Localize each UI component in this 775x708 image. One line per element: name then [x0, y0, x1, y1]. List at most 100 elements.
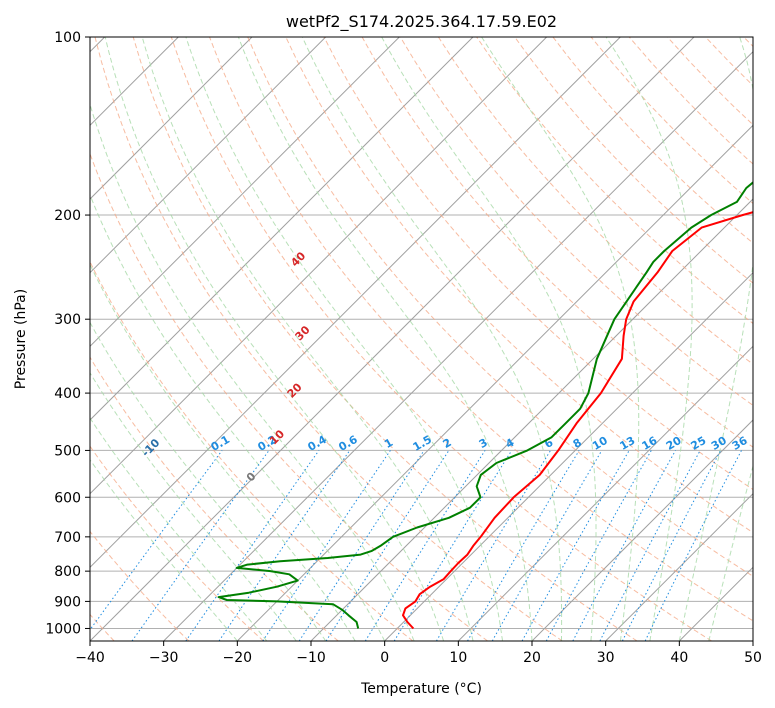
dry-adiabat-label: 30: [293, 323, 313, 343]
moist-adiabat: [90, 193, 386, 641]
dry-adiabat: [667, 37, 753, 126]
x-axis-label: Temperature (°C): [360, 681, 482, 697]
x-axis: −40 −30 −20 −10 0 10 20 30 40 50: [75, 641, 762, 666]
isotherm-line: [457, 345, 753, 641]
x-tick-label: −10: [296, 650, 326, 666]
mixing-ratio-line: [393, 450, 513, 641]
moist-adiabat: [90, 263, 356, 641]
isobar-grid: [90, 37, 753, 629]
dry-adiabat-label: -30: [0, 379, 8, 402]
dry-adiabat: [743, 37, 753, 48]
moist-adiabat: [678, 37, 753, 641]
moist-adiabat: [708, 464, 753, 641]
dry-adiabat-label: 0: [244, 469, 259, 484]
dry-adiabat-label: -10: [139, 436, 162, 459]
mixing-ratio-line: [218, 450, 351, 641]
mixing-ratio-line: [262, 450, 391, 641]
mixing-ratio-line: [131, 450, 270, 641]
profiles: [217, 181, 753, 630]
mixing-ratio-line: [325, 450, 450, 641]
x-tick-label: −40: [75, 650, 105, 666]
mixing-ratio-line: [467, 450, 580, 641]
isotherm-line: [90, 37, 548, 495]
moist-adiabat: [90, 371, 297, 641]
dry-adiabat: [399, 37, 753, 407]
isotherm-line: [678, 566, 753, 641]
isotherm-line: [531, 419, 753, 641]
isotherm-line: [752, 640, 753, 641]
dry-adiabat: [90, 152, 488, 641]
x-tick-label: 10: [449, 650, 467, 666]
dry-adiabat: [361, 37, 753, 448]
moist-adiabat: [90, 458, 238, 641]
y-tick-label: 900: [54, 594, 81, 610]
dry-adiabat: [705, 37, 753, 87]
mixing-ratio-line: [644, 450, 742, 641]
moist-adiabat: [90, 417, 268, 641]
dry-adiabat: [90, 445, 264, 641]
x-tick-label: 30: [597, 650, 615, 666]
x-tick-label: 50: [744, 650, 762, 666]
dry-adiabat: [247, 37, 753, 577]
moist-adiabat: [141, 37, 474, 641]
dry-adiabat: [90, 260, 414, 641]
moist-adiabats: [90, 37, 753, 641]
y-tick-label: 1000: [45, 621, 81, 637]
dry-adiabats: [90, 37, 753, 641]
x-tick-label: −30: [149, 650, 179, 666]
isotherm-line: [310, 198, 753, 641]
mixing-ratio-label: 1: [382, 436, 395, 451]
x-tick-label: 0: [380, 650, 389, 666]
mixing-ratio-lines: [90, 450, 742, 641]
background-line-labels: 0.10.20.40.611.52346810131620253036-100-…: [0, 249, 750, 484]
dry-adiabat: [323, 37, 753, 491]
dry-adiabat: [132, 37, 638, 641]
temperature-profile: [402, 211, 753, 630]
plot-area: 0.10.20.40.611.52346810131620253036-100-…: [0, 37, 753, 641]
moist-adiabat: [605, 37, 693, 641]
y-tick-label: 100: [54, 30, 81, 46]
dry-adiabat-label: -20: [61, 409, 84, 432]
x-tick-label: 40: [670, 650, 688, 666]
moist-adiabat: [90, 102, 415, 641]
moist-adiabat: [381, 37, 597, 641]
moist-adiabat: [90, 321, 327, 641]
y-tick-label: 400: [54, 386, 81, 402]
y-tick-label: 500: [54, 443, 81, 459]
mixing-ratio-line: [621, 450, 722, 641]
x-tick-label: 20: [523, 650, 541, 666]
dry-adiabat: [94, 37, 563, 641]
y-axis: 100 200 300 400 500 600 700 800 900 1000: [45, 30, 90, 637]
moist-adiabat: [185, 37, 503, 641]
mixing-ratio-label: 2: [441, 436, 454, 451]
isotherm-line: [605, 492, 753, 641]
dewpoint-profile: [217, 181, 753, 629]
moist-adiabat: [104, 37, 445, 641]
dry-adiabat: [90, 356, 339, 641]
isotherm-grid: [90, 37, 753, 641]
mixing-ratio-line: [521, 450, 630, 641]
dry-adiabat: [590, 37, 753, 205]
y-tick-label: 600: [54, 490, 81, 506]
isotherm-line: [236, 124, 753, 641]
dry-adiabat-label: 20: [285, 380, 305, 400]
mixing-ratio-line: [185, 450, 320, 641]
isotherm-line: [90, 37, 400, 348]
dry-adiabat-label: 40: [288, 249, 308, 269]
y-tick-label: 200: [54, 208, 81, 224]
plot-frame: [89, 36, 754, 642]
dry-adiabat: [209, 37, 753, 622]
y-axis-label: Pressure (hPa): [13, 289, 29, 389]
mixing-ratio-label: 4: [503, 436, 516, 451]
isotherm-line: [384, 271, 753, 641]
chart-title: wetPf2_S174.2025.364.17.59.E02: [286, 12, 557, 32]
mixing-ratio-line: [545, 450, 652, 641]
mixing-ratio-line: [298, 450, 425, 641]
isotherm-line: [90, 37, 621, 569]
isotherm-line: [163, 50, 753, 641]
moist-adiabat: [481, 37, 640, 641]
dry-adiabat: [170, 37, 712, 641]
isotherm-line: [90, 37, 253, 200]
mixing-ratio-line: [572, 450, 676, 641]
